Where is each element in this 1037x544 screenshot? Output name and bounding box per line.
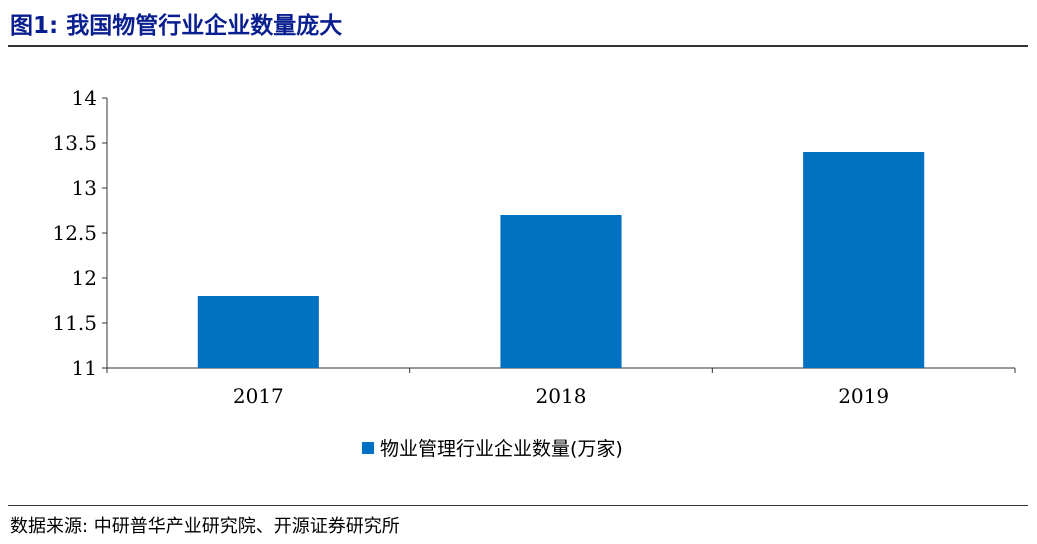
y-tick-label: 12.5 [52,221,97,245]
bar-2018 [500,215,622,368]
y-tick-label: 12 [72,266,97,290]
bar-chart: 11 11.5 12 12.5 13 13.5 14 2017 2018 2019 [52,86,1016,408]
y-tick-label: 14 [72,86,97,110]
y-tick-label: 13.5 [52,131,97,155]
legend-label: 物业管理行业企业数量(万家) [380,438,623,460]
legend: 物业管理行业企业数量(万家) [362,434,623,461]
chart-title: 图1: 我国物管行业企业数量庞大 [10,13,343,39]
bar-2017 [197,296,319,368]
x-tick-label: 2017 [233,384,284,408]
legend-swatch [362,441,374,454]
footer-divider [8,505,1028,506]
source-note: 数据来源: 中研普华产业研究院、开源证券研究所 [10,516,400,537]
x-axis: 2017 2018 2019 [106,367,1016,408]
title-divider [8,45,1028,47]
x-tick-label: 2018 [536,384,587,408]
y-tick-label: 13 [72,176,97,200]
x-tick-label: 2019 [838,384,889,408]
y-axis: 11 11.5 12 12.5 13 13.5 14 [52,86,108,380]
bars [197,152,925,368]
bar-2019 [803,152,925,368]
y-tick-label: 11 [72,356,97,380]
y-tick-label: 11.5 [52,311,97,335]
